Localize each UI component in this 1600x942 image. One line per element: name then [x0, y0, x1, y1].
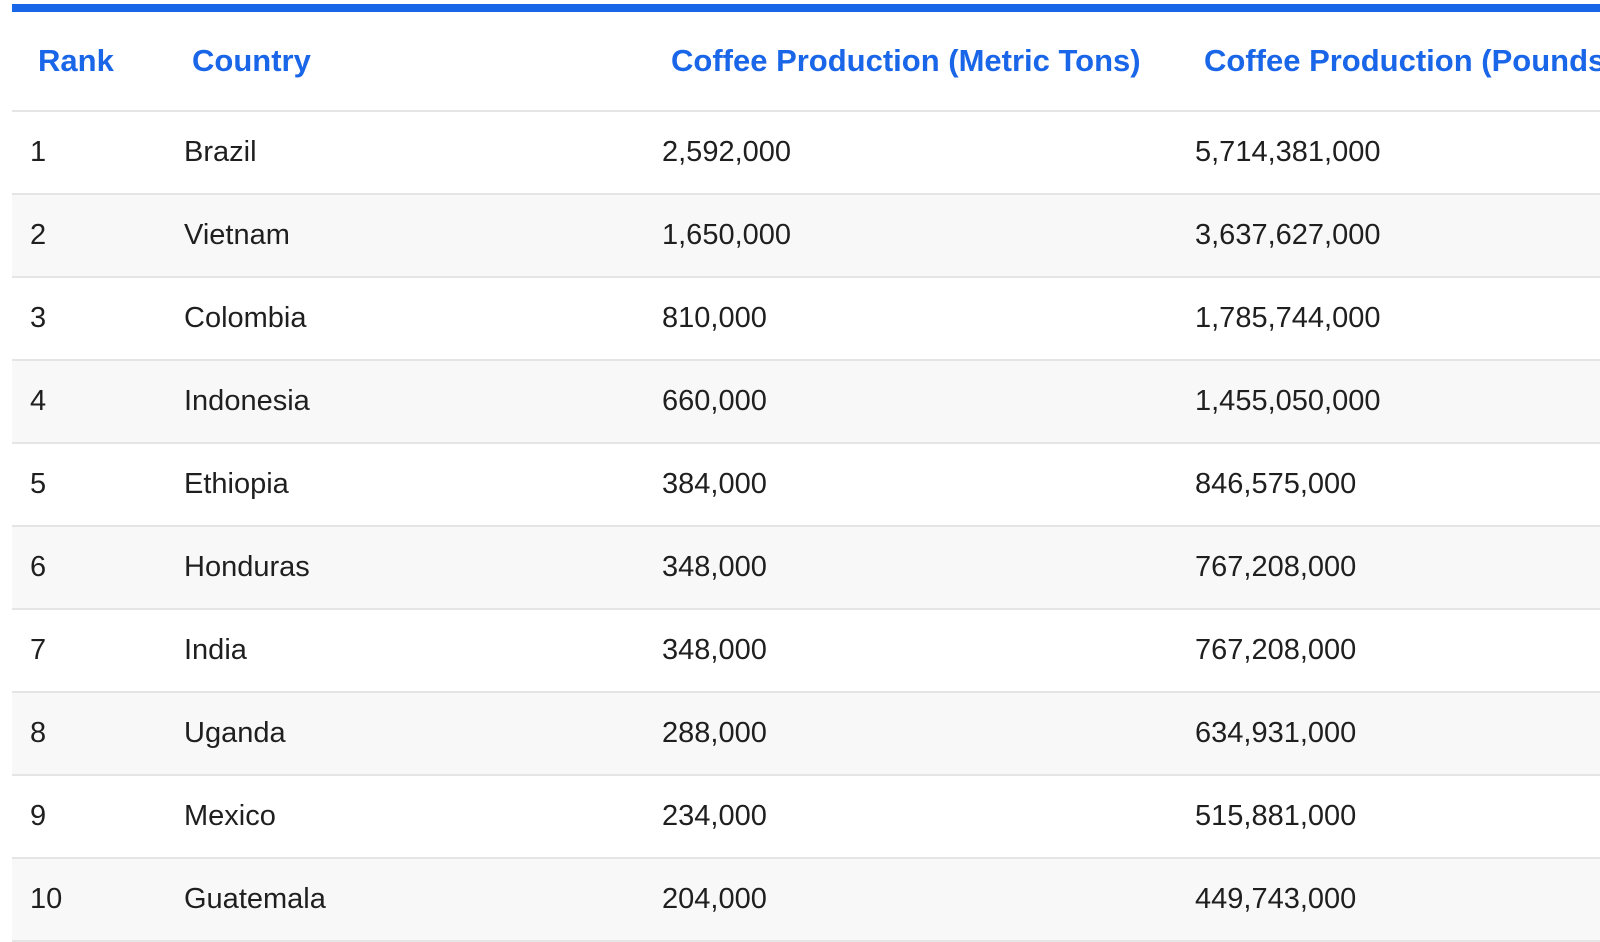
cell-pounds: 846,575,000	[1184, 443, 1600, 527]
cell-rank: 6	[12, 526, 170, 610]
cell-country: India	[170, 609, 651, 693]
table-body: 1 Brazil 2,592,000 5,714,381,000 2 Vietn…	[12, 111, 1600, 942]
cell-country: Honduras	[170, 526, 651, 610]
cell-pounds: 767,208,000	[1184, 609, 1600, 693]
coffee-production-table-container: Rank Country Coffee Production (Metric T…	[12, 4, 1600, 942]
cell-rank: 5	[12, 443, 170, 527]
cell-country: Colombia	[170, 277, 651, 361]
table-row: 1 Brazil 2,592,000 5,714,381,000	[12, 111, 1600, 195]
cell-metric-tons: 348,000	[651, 609, 1184, 693]
table-row: 5 Ethiopia 384,000 846,575,000	[12, 443, 1600, 527]
table-row: 2 Vietnam 1,650,000 3,637,627,000	[12, 194, 1600, 278]
cell-country: Brazil	[170, 111, 651, 195]
table-row: 6 Honduras 348,000 767,208,000	[12, 526, 1600, 610]
cell-metric-tons: 288,000	[651, 692, 1184, 776]
table-row: 3 Colombia 810,000 1,785,744,000	[12, 277, 1600, 361]
cell-rank: 2	[12, 194, 170, 278]
cell-rank: 10	[12, 858, 170, 942]
table-row: 7 India 348,000 767,208,000	[12, 609, 1600, 693]
header-metric-tons[interactable]: Coffee Production (Metric Tons)	[651, 12, 1184, 112]
cell-metric-tons: 660,000	[651, 360, 1184, 444]
cell-rank: 1	[12, 111, 170, 195]
cell-pounds: 515,881,000	[1184, 775, 1600, 859]
cell-country: Vietnam	[170, 194, 651, 278]
cell-rank: 7	[12, 609, 170, 693]
cell-pounds: 767,208,000	[1184, 526, 1600, 610]
cell-metric-tons: 2,592,000	[651, 111, 1184, 195]
table-row: 9 Mexico 234,000 515,881,000	[12, 775, 1600, 859]
cell-rank: 4	[12, 360, 170, 444]
cell-metric-tons: 234,000	[651, 775, 1184, 859]
table-row: 8 Uganda 288,000 634,931,000	[12, 692, 1600, 776]
header-rank[interactable]: Rank	[12, 12, 170, 112]
cell-pounds: 634,931,000	[1184, 692, 1600, 776]
cell-metric-tons: 384,000	[651, 443, 1184, 527]
cell-country: Guatemala	[170, 858, 651, 942]
table-row: 4 Indonesia 660,000 1,455,050,000	[12, 360, 1600, 444]
cell-metric-tons: 1,650,000	[651, 194, 1184, 278]
cell-country: Ethiopia	[170, 443, 651, 527]
cell-pounds: 5,714,381,000	[1184, 111, 1600, 195]
coffee-production-table: Rank Country Coffee Production (Metric T…	[12, 12, 1600, 942]
cell-rank: 8	[12, 692, 170, 776]
header-pounds[interactable]: Coffee Production (Pounds)	[1184, 12, 1600, 112]
table-row: 10 Guatemala 204,000 449,743,000	[12, 858, 1600, 942]
cell-rank: 9	[12, 775, 170, 859]
cell-pounds: 1,455,050,000	[1184, 360, 1600, 444]
header-row: Rank Country Coffee Production (Metric T…	[12, 12, 1600, 112]
cell-country: Mexico	[170, 775, 651, 859]
cell-pounds: 449,743,000	[1184, 858, 1600, 942]
cell-rank: 3	[12, 277, 170, 361]
cell-metric-tons: 204,000	[651, 858, 1184, 942]
header-country[interactable]: Country	[170, 12, 651, 112]
table-header: Rank Country Coffee Production (Metric T…	[12, 12, 1600, 112]
cell-pounds: 3,637,627,000	[1184, 194, 1600, 278]
cell-metric-tons: 810,000	[651, 277, 1184, 361]
cell-metric-tons: 348,000	[651, 526, 1184, 610]
cell-country: Uganda	[170, 692, 651, 776]
cell-pounds: 1,785,744,000	[1184, 277, 1600, 361]
cell-country: Indonesia	[170, 360, 651, 444]
